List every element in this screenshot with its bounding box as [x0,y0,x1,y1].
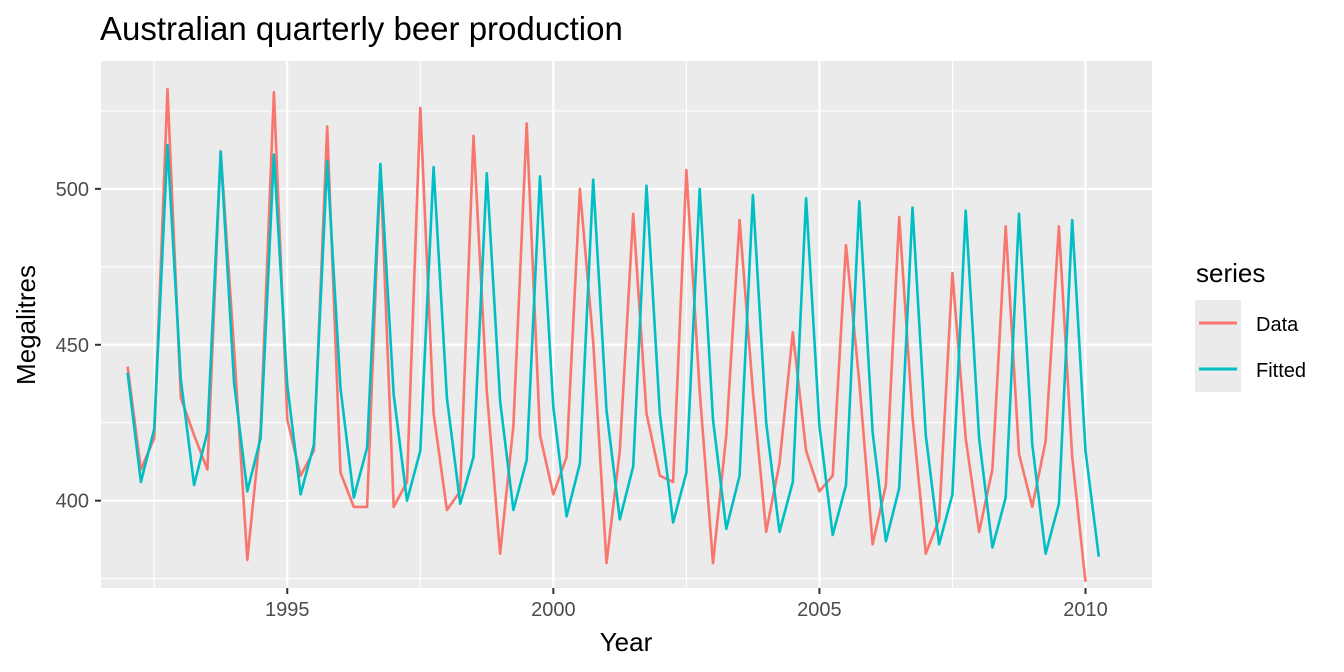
x-tick-label: 2010 [1063,599,1108,621]
x-tick-label: 2005 [797,599,842,621]
y-tick-label: 400 [56,491,89,513]
legend-label-fitted: Fitted [1256,360,1306,382]
x-tick-label: 2000 [531,599,576,621]
y-axis-ticks: 400 450 500 [56,179,101,513]
series-line-data [126,87,1087,582]
x-axis-title: Year [600,627,653,657]
legend-title: series [1196,258,1265,288]
y-tick-label: 500 [56,179,89,201]
y-tick-label: 450 [56,335,89,357]
series-line-fitted [126,143,1101,557]
legend-label-data: Data [1256,314,1299,336]
x-tick-label: 1995 [265,599,310,621]
series-lines [126,87,1101,582]
legend: series Data Fitted [1195,258,1306,392]
y-axis-title: Megalitres [11,265,41,385]
chart-title: Australian quarterly beer production [100,10,623,47]
x-axis-ticks: 1995 2000 2005 2010 [265,588,1108,621]
grid-minor [101,61,1152,588]
